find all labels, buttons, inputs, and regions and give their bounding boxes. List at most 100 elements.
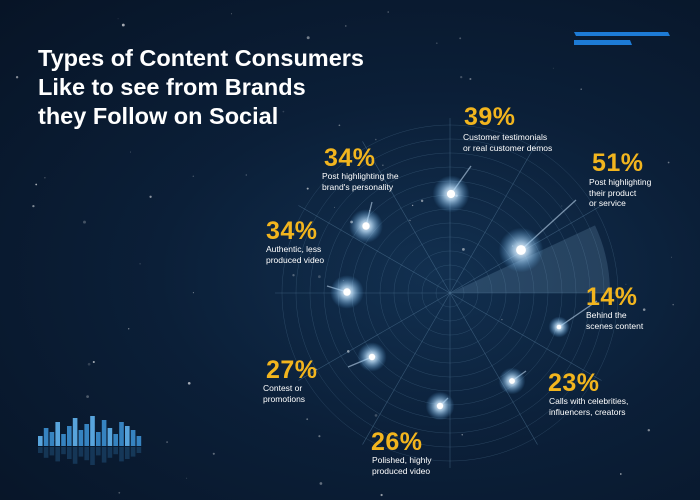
category-line: influencers, creators — [549, 406, 626, 417]
skyline-bar — [43, 428, 49, 446]
star-dot — [318, 275, 321, 279]
data-label-value: 14% — [586, 283, 638, 311]
grid-spoke — [449, 292, 538, 445]
star-dot — [83, 220, 86, 224]
grid-spoke — [298, 205, 451, 294]
star-dot — [647, 428, 651, 432]
skyline-bar — [101, 420, 107, 446]
star-dot — [460, 75, 463, 79]
category-line: Post highlighting the — [322, 171, 399, 181]
data-label-category: Post highlighting their product or service — [589, 177, 651, 209]
skyline-reflection — [101, 447, 107, 463]
grid-spoke — [362, 141, 451, 294]
skyline-reflection — [130, 447, 136, 457]
star-dot — [561, 205, 563, 207]
star-dot — [319, 482, 323, 485]
data-label-category: Contest or promotions — [263, 383, 305, 404]
star-dot — [117, 18, 119, 20]
star-dot — [667, 161, 670, 164]
star-dot — [318, 435, 321, 438]
data-label-category: Post highlighting the brand's personality — [322, 171, 399, 192]
star-dot — [671, 256, 673, 258]
data-label-value: 23% — [548, 369, 600, 397]
star-dot — [435, 42, 438, 45]
skyline-reflection — [119, 447, 124, 462]
star-dot — [87, 362, 91, 366]
data-label-category: Authentic, less produced video — [266, 244, 324, 265]
skyline-reflection — [38, 447, 43, 453]
skyline-reflection — [90, 447, 95, 465]
category-line: their product — [589, 187, 637, 198]
star-dot — [92, 360, 95, 364]
data-label-value: 39% — [464, 103, 516, 131]
category-line: or real customer demos — [463, 142, 553, 153]
category-line: Authentic, less — [266, 244, 322, 254]
star-dot — [15, 76, 19, 79]
data-point-core — [446, 189, 456, 199]
star-dot — [306, 418, 309, 421]
data-label-category: Polished, highly produced video — [372, 455, 432, 476]
star-dot — [375, 138, 377, 141]
star-dot — [345, 25, 347, 27]
star-dot — [309, 252, 311, 254]
star-dot — [94, 111, 97, 113]
star-dot — [35, 183, 38, 186]
skyline-bar — [67, 426, 72, 446]
skyline-bar — [55, 422, 60, 446]
star-dot — [501, 318, 503, 321]
star-dot — [129, 151, 131, 153]
data-point-core — [368, 353, 376, 361]
data-label-value: 26% — [371, 428, 423, 456]
title-line: they Follow on Social — [38, 103, 279, 129]
skyline-reflection — [107, 447, 113, 458]
skyline-reflection — [61, 447, 66, 455]
category-line: promotions — [263, 393, 306, 404]
skyline-reflection — [136, 447, 142, 453]
star-dot — [32, 204, 35, 208]
star-dot — [149, 195, 152, 198]
skyline-bar — [130, 430, 136, 446]
category-line: brand's personality — [322, 181, 394, 192]
star-dot — [580, 88, 582, 90]
star-dot — [642, 308, 646, 311]
skyline-bar — [96, 432, 101, 446]
title-line: Like to see from Brands — [38, 74, 306, 100]
star-dot — [380, 493, 383, 497]
star-dot — [420, 199, 424, 203]
skyline-bar — [38, 436, 43, 446]
data-label-category: Calls with celebrities, influencers, crea… — [549, 396, 628, 417]
skyline-bar — [61, 434, 66, 446]
star-dot — [462, 248, 465, 251]
data-point-core — [516, 245, 526, 255]
star-dot — [552, 67, 554, 69]
skyline-reflection — [96, 447, 101, 456]
category-line: or service — [589, 198, 626, 208]
skyline-bar — [84, 424, 89, 446]
skyline-reflection — [84, 447, 89, 461]
star-dot — [292, 274, 295, 277]
star-dot — [139, 263, 141, 265]
data-point-core — [343, 288, 351, 296]
star-dot — [306, 36, 310, 40]
data-point-core — [362, 222, 370, 230]
star-dot — [409, 220, 411, 222]
star-dot — [187, 381, 191, 385]
star-dot — [44, 177, 46, 179]
grid-spoke — [449, 141, 538, 294]
star-dot — [230, 13, 232, 15]
data-label-category: Customer testimonials or real customer de… — [463, 132, 552, 153]
star-dot — [306, 187, 309, 190]
star-dot — [459, 37, 462, 40]
title-line: Types of Content Consumers — [38, 45, 364, 71]
category-line: Calls with celebrities, — [549, 396, 629, 406]
star-dot — [128, 328, 130, 330]
skyline-reflection — [55, 447, 60, 462]
data-label-value: 34% — [266, 217, 318, 245]
category-line: Contest or — [263, 383, 303, 393]
skyline-bar — [136, 436, 142, 446]
star-dot — [212, 452, 215, 455]
star-dot — [338, 124, 341, 127]
skyline-bar — [119, 422, 124, 446]
grid-spoke — [449, 292, 602, 381]
